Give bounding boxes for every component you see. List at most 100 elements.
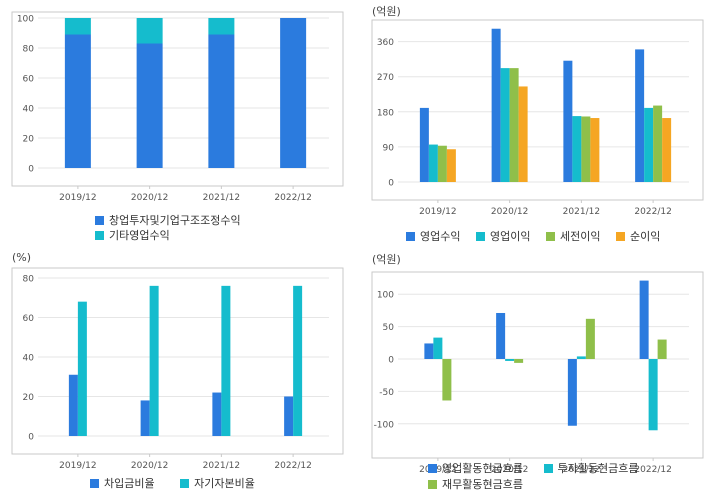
y-tick-label: 0 (28, 165, 34, 175)
bar[interactable] (653, 105, 663, 182)
unit-label: (억원) (372, 5, 401, 18)
bar[interactable] (284, 396, 294, 436)
bar[interactable] (576, 356, 586, 359)
legend-item[interactable]: 세전이익 (545, 229, 600, 244)
bar[interactable] (77, 301, 87, 436)
bar[interactable] (208, 34, 235, 169)
bar[interactable] (419, 107, 429, 182)
bar[interactable] (149, 285, 159, 436)
bar[interactable] (662, 118, 672, 182)
y-tick-label: 0 (28, 433, 34, 443)
y-tick-label: 100 (377, 291, 394, 301)
x-tick-label: 2021/12 (563, 207, 600, 217)
legend-swatch (543, 464, 553, 473)
bar[interactable] (442, 359, 452, 401)
bar[interactable] (635, 49, 645, 183)
legend-item[interactable]: 자기자본비율 (180, 476, 255, 491)
bar[interactable] (505, 359, 515, 361)
bar[interactable] (212, 392, 222, 436)
x-tick-label: 2022/12 (634, 207, 671, 217)
bar[interactable] (446, 149, 456, 182)
y-tick-label: 20 (23, 135, 35, 145)
bar[interactable] (657, 339, 667, 359)
legend-item[interactable]: 영업활동현금흐름 (428, 461, 540, 476)
legend-label: 투자활동현금흐름 (557, 462, 639, 475)
bar[interactable] (433, 337, 443, 359)
x-tick-label: 2020/12 (491, 207, 528, 217)
bar[interactable] (424, 343, 434, 359)
plot-frame (371, 19, 704, 201)
y-tick-label: 100 (17, 15, 34, 25)
bar[interactable] (563, 60, 573, 182)
bar[interactable] (518, 86, 528, 182)
bar[interactable] (437, 145, 447, 182)
bar[interactable] (208, 18, 235, 35)
legend-label: 차입금비율 (104, 477, 155, 490)
legend-swatch (428, 464, 437, 473)
bar[interactable] (428, 144, 438, 182)
bar[interactable] (509, 68, 519, 182)
y-tick-label: 0 (388, 179, 394, 189)
legend-item[interactable]: 순이익 (615, 229, 661, 244)
plot-frame (371, 271, 704, 459)
y-tick-label: 80 (23, 45, 35, 55)
x-tick-label: 2019/12 (419, 465, 456, 475)
bar[interactable] (581, 116, 591, 182)
bar[interactable] (221, 285, 231, 436)
bar[interactable] (280, 18, 307, 168)
x-tick-label: 2020/12 (131, 461, 168, 471)
bar[interactable] (572, 116, 582, 182)
x-tick-label: 2022/12 (274, 193, 311, 203)
legend-cashflow: 영업활동현금흐름 투자활동현금흐름 재무활동현금흐름 (428, 461, 668, 493)
x-tick-label: 2021/12 (203, 461, 240, 471)
legend-swatch (90, 479, 99, 488)
bar[interactable] (648, 359, 658, 431)
y-tick-label: 0 (388, 356, 394, 366)
bar[interactable] (590, 118, 600, 182)
legend-label: 영업활동현금흐름 (442, 462, 523, 475)
x-tick-label: 2021/12 (563, 465, 600, 475)
y-tick-label: 50 (383, 323, 395, 333)
legend-item[interactable]: 창업투자및기업구조조정수익 (95, 213, 241, 228)
legend-swatch (406, 232, 415, 241)
bar[interactable] (68, 374, 78, 436)
legend-swatch (95, 231, 104, 240)
legend-item[interactable]: 차입금비율 (90, 476, 155, 491)
bar[interactable] (585, 318, 595, 359)
x-tick-label: 2019/12 (59, 193, 96, 203)
bar[interactable] (514, 359, 524, 363)
legend-item[interactable]: 영업수익 (406, 229, 460, 244)
x-tick-label: 2022/12 (634, 465, 671, 475)
unit-label: (억원) (372, 253, 401, 266)
bar[interactable] (644, 107, 654, 182)
legend-item[interactable]: 투자활동현금흐름 (543, 461, 656, 476)
y-tick-label: 80 (23, 274, 35, 284)
legend-label: 순이익 (629, 230, 661, 243)
bar[interactable] (64, 18, 91, 35)
bar[interactable] (567, 359, 577, 426)
legend-item[interactable]: 영업이익 (475, 229, 530, 244)
y-tick-label: 40 (23, 105, 35, 115)
bar[interactable] (491, 28, 501, 183)
chart-ratios: (%) 0 20 40 60 80 2019/12 2020/12 2021/12 2022/1… (0, 248, 360, 496)
legend-label: 기타영업수익 (109, 229, 170, 242)
legend-swatch (615, 232, 625, 241)
legend-swatch (545, 232, 555, 241)
bar[interactable] (293, 285, 303, 436)
legend-item[interactable]: 재무활동현금흐름 (428, 477, 540, 492)
chart-revenue-mix-svg: 0 20 40 60 80 100 2019/12 2020/12 2021/12 2022/12 (11, 11, 344, 203)
legend-label: 창업투자및기업구조조정수익 (109, 214, 241, 227)
bar[interactable] (500, 68, 510, 182)
bar[interactable] (64, 34, 91, 169)
legend-label: 영업수익 (420, 230, 461, 243)
bar[interactable] (496, 312, 506, 359)
bar[interactable] (136, 18, 163, 44)
x-tick-label: 2020/12 (491, 465, 528, 475)
bar[interactable] (136, 43, 163, 169)
y-tick-label: 360 (377, 38, 394, 48)
bar[interactable] (639, 280, 649, 359)
legend-item[interactable]: 기타영업수익 (95, 228, 241, 243)
bar[interactable] (140, 400, 150, 436)
y-tick-label: -50 (379, 388, 394, 398)
y-tick-label: 270 (377, 73, 394, 83)
